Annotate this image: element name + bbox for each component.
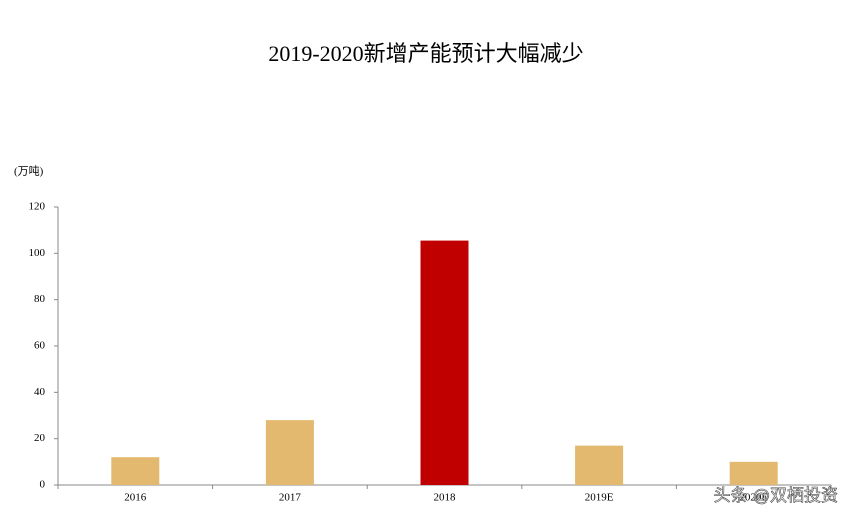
x-tick-label: 2017 (279, 492, 302, 504)
x-tick-label: 2019E (585, 492, 614, 504)
watermark: 头条 @双栖投资 (714, 486, 838, 506)
y-tick-label: 20 (34, 432, 46, 444)
y-tick-label: 40 (34, 386, 46, 398)
x-tick-label: 2018 (434, 492, 457, 504)
y-tick-label: 100 (29, 247, 46, 259)
bar (729, 461, 778, 485)
y-tick-label: 0 (40, 479, 46, 491)
chart-title: 2019-2020新增产能预计大幅减少 (268, 41, 583, 66)
x-tick-label: 2020E (739, 492, 768, 504)
x-tick-label: 2016 (124, 492, 147, 504)
y-tick-label: 120 (29, 201, 46, 213)
y-unit: (万吨) (14, 165, 44, 178)
bar (420, 240, 469, 485)
bar (575, 445, 624, 485)
bar (265, 420, 314, 485)
bar (111, 457, 160, 485)
y-tick-label: 80 (34, 293, 46, 305)
y-tick-label: 60 (34, 340, 46, 352)
